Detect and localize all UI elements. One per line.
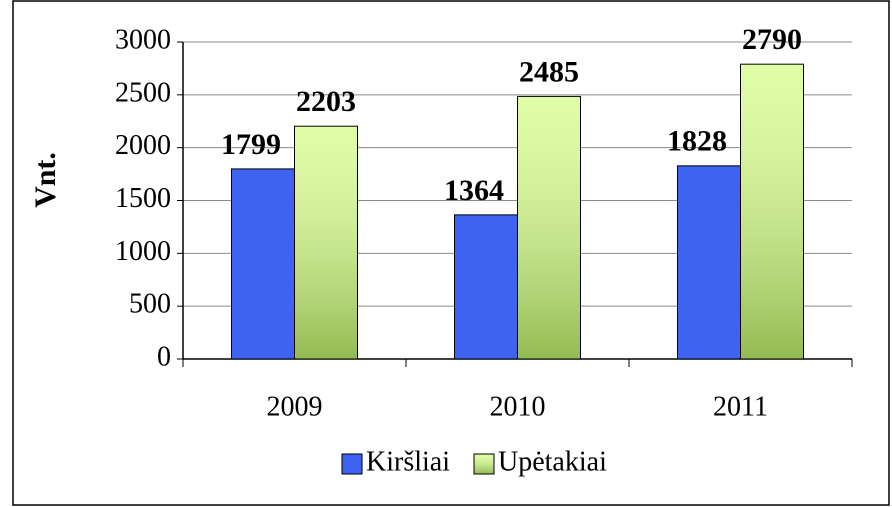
x-tick-label: 2009	[267, 391, 323, 422]
x-tick-label: 2011	[713, 391, 768, 422]
data-label: 2485	[519, 55, 579, 88]
bar-shade	[295, 126, 357, 359]
y-tick-label: 500	[129, 289, 171, 320]
legend-swatch	[341, 453, 363, 475]
y-tick-label: 2000	[115, 130, 171, 161]
data-label: 1828	[667, 125, 727, 158]
data-label: 1364	[444, 174, 504, 207]
bar-shade	[518, 96, 580, 359]
legend-label: Kiršliai	[366, 446, 450, 477]
legend-swatch-shade	[474, 454, 494, 474]
x-tick-label: 2010	[490, 391, 546, 422]
data-label: 2790	[742, 23, 802, 56]
data-label: 2203	[296, 85, 356, 118]
data-label: 1799	[221, 128, 281, 161]
bar-shade	[741, 64, 803, 359]
bar	[231, 168, 295, 360]
bar	[677, 165, 741, 360]
y-tick-label: 1500	[115, 183, 171, 214]
bar	[454, 214, 518, 360]
legend-label: Upėtakiai	[498, 446, 607, 477]
y-axis-label: Vnt.	[29, 152, 62, 208]
y-tick-label: 0	[157, 341, 171, 372]
y-tick-label: 2500	[115, 77, 171, 108]
y-tick-label: 3000	[115, 24, 171, 55]
y-tick-label: 1000	[115, 236, 171, 267]
